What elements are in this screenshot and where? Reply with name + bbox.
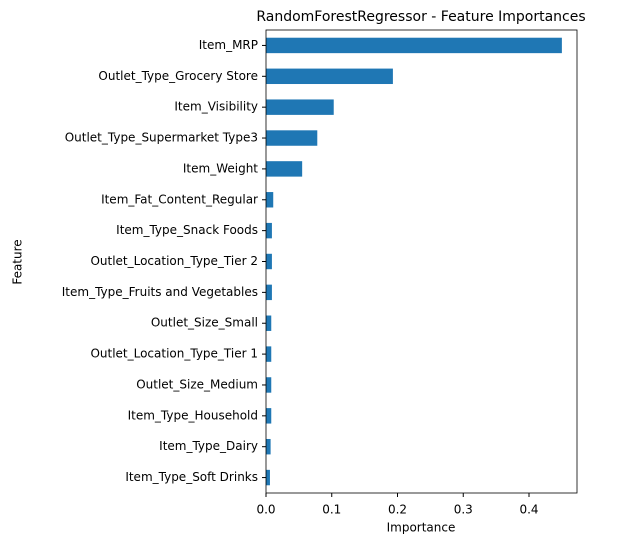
plot-frame: [265, 29, 578, 494]
y-tick-label: Item_Type_Soft Drinks: [125, 470, 258, 484]
y-tick-label: Item_Type_Household: [128, 408, 258, 422]
bar: [266, 408, 272, 424]
bar: [266, 99, 334, 115]
bar: [266, 130, 318, 146]
bar: [266, 222, 272, 239]
bar: [266, 161, 303, 177]
y-tick-label: Outlet_Size_Medium: [136, 377, 258, 391]
y-tick-label: Outlet_Type_Grocery Store: [98, 69, 258, 83]
bar: [266, 68, 393, 85]
bar: [266, 253, 272, 270]
bar: [266, 377, 272, 393]
x-tick-label: 0.1: [322, 503, 341, 517]
y-tick-label: Item_Type_Snack Foods: [116, 223, 258, 237]
bar: [266, 37, 562, 54]
y-tick-label: Outlet_Location_Type_Tier 2: [90, 254, 258, 268]
y-tick-label: Item_Weight: [183, 161, 258, 175]
bar: [266, 192, 274, 208]
bar: [266, 346, 272, 362]
x-tick-label: 0.4: [519, 503, 538, 517]
x-tick-label: 0.3: [454, 503, 473, 517]
y-tick-label: Item_Type_Dairy: [159, 439, 258, 453]
y-tick-label: Outlet_Type_Supermarket Type3: [65, 131, 258, 145]
y-tick-label: Item_MRP: [199, 38, 258, 52]
y-tick-label: Item_Type_Fruits and Vegetables: [62, 285, 258, 299]
bar: [266, 469, 270, 486]
y-axis-label: Feature: [11, 239, 25, 284]
chart-title: RandomForestRegressor - Feature Importan…: [256, 9, 585, 25]
bar: [266, 315, 272, 331]
y-tick-label: Outlet_Size_Small: [151, 316, 258, 330]
x-axis-label: Importance: [387, 521, 456, 535]
y-tick-label: Item_Fat_Content_Regular: [101, 192, 258, 206]
y-tick-label: Outlet_Location_Type_Tier 1: [90, 347, 258, 361]
bar: [266, 438, 271, 455]
y-tick-label: Item_Visibility: [174, 100, 258, 114]
x-tick-label: 0.0: [256, 503, 275, 517]
x-tick-label: 0.2: [388, 503, 407, 517]
bar: [266, 284, 272, 301]
